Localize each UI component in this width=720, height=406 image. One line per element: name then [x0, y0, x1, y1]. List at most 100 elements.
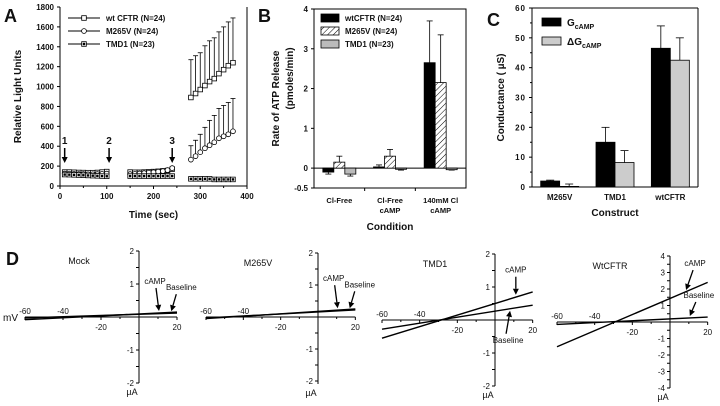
y-tick-label: 2	[661, 285, 666, 294]
data-point	[206, 142, 213, 149]
x-tick-label: -20	[275, 323, 287, 332]
data-point-fill	[138, 174, 141, 178]
legend-label: wtCFTR (N=24)	[344, 14, 402, 23]
baseline-arrow-head	[506, 310, 512, 318]
data-point-fill	[133, 174, 136, 178]
data-point-fill	[161, 174, 165, 178]
data-point	[220, 66, 227, 73]
annotation-label: 2	[106, 136, 112, 147]
y-tick-label: 800	[41, 102, 55, 111]
camp-arrow-shaft	[687, 269, 694, 285]
y-tick-label: -1	[306, 345, 314, 354]
data-point-fill	[199, 177, 202, 181]
y-tick-label: 3	[304, 45, 309, 54]
y-tick-label: -2	[658, 351, 666, 360]
data-point-fill	[63, 173, 66, 176]
subplot-title: WtCFTR	[593, 261, 628, 271]
y-tick-label: 2	[309, 249, 314, 258]
bar	[669, 59, 690, 188]
data-point	[211, 75, 217, 82]
y-axis-unit-label: µA	[482, 390, 493, 400]
y-tick-label: -1	[127, 346, 135, 355]
y-tick-label: 1800	[36, 3, 54, 12]
bar	[322, 167, 335, 173]
x-tick-label: 20	[351, 323, 360, 332]
iv-line-camp	[556, 281, 708, 348]
y-tick-label: 1200	[36, 63, 54, 72]
y-tick-label: 1	[304, 124, 309, 133]
x-axis-label: Condition	[367, 222, 414, 233]
bar	[445, 167, 458, 171]
panel-letter-b: B	[258, 6, 271, 26]
bar	[373, 166, 385, 169]
x-tick-label: wtCFTR	[654, 193, 685, 202]
y-tick-label: 0	[521, 183, 526, 192]
data-point-fill	[96, 174, 99, 178]
x-tick-label: -20	[627, 328, 639, 337]
iv-subplot-tmd1: -60 -40 -20 20 -2 -1 1 2 µA TMD1 cAMP Baseline	[376, 250, 537, 400]
data-point-fill	[152, 174, 155, 178]
y-tick-label: 2	[304, 85, 309, 94]
data-point	[192, 153, 199, 159]
y-tick-label: -1	[483, 349, 491, 358]
x-tick-label: 200	[147, 192, 161, 201]
bar	[650, 47, 671, 188]
data-point	[225, 131, 232, 138]
panel-letter-d: D	[6, 249, 19, 269]
x-tick-label: 20	[173, 323, 182, 332]
data-point	[188, 94, 194, 101]
legend-label: TMD1 (N=23)	[345, 40, 394, 49]
x-tick-label: M265V	[547, 193, 573, 202]
data-point-fill	[72, 173, 76, 177]
y-axis-label-units: (pmoles/min)	[285, 47, 296, 109]
y-axis-unit-label: µA	[657, 392, 668, 402]
camp-arrow-head	[333, 301, 340, 309]
legend-label: M265V (N=24)	[345, 27, 398, 36]
x-tick-label: -40	[414, 310, 426, 319]
bar	[344, 167, 357, 175]
legend-swatch	[541, 17, 562, 27]
y-tick-label: 400	[41, 142, 55, 151]
data-point	[169, 165, 176, 171]
data-point	[197, 149, 204, 155]
data-point	[230, 59, 236, 66]
data-point-fill	[147, 174, 151, 178]
series-label-camp: cAMP	[144, 277, 165, 286]
data-point-fill	[82, 174, 85, 177]
y-tick-label: 20	[515, 123, 526, 132]
data-point-fill	[77, 173, 80, 177]
iv-line-camp	[381, 291, 533, 339]
baseline-arrow-shaft	[172, 294, 177, 306]
annotation-label: 3	[169, 136, 175, 147]
legend-label: M265V (N=24)	[106, 27, 159, 36]
y-axis-unit-label: µA	[126, 387, 137, 397]
x-tick-label: -60	[551, 312, 563, 321]
x-axis-label: Time (sec)	[129, 210, 178, 221]
data-point	[164, 167, 171, 173]
y-tick-label: -0.5	[294, 184, 308, 193]
iv-line-baseline	[24, 312, 178, 319]
series-label-baseline: Baseline	[166, 283, 197, 292]
y-tick-label: -3	[658, 368, 666, 377]
y-tick-label: 40	[515, 64, 526, 73]
bar	[395, 167, 407, 170]
y-tick-label: -2	[306, 377, 314, 386]
series-label-camp: cAMP	[684, 259, 705, 268]
series-label-camp: cAMP	[505, 266, 526, 275]
x-tick-label: Cl-Free	[326, 196, 352, 205]
bar	[384, 155, 396, 169]
legend-label: GcAMP	[567, 18, 595, 31]
y-tick-label: 60	[515, 4, 526, 13]
data-point-fill	[86, 174, 90, 177]
legend-swatch	[320, 26, 340, 36]
legend-label-main: ΔG	[567, 37, 582, 48]
data-point	[202, 82, 208, 89]
y-tick-label: 200	[41, 162, 55, 171]
panel-letter-c: C	[487, 10, 500, 30]
x-tick-label: Cl-Free	[377, 196, 403, 205]
legend-marker	[81, 28, 87, 34]
x-tick-label: TMD1	[604, 193, 626, 202]
camp-arrow-head	[685, 283, 691, 291]
data-point-fill	[128, 174, 132, 178]
